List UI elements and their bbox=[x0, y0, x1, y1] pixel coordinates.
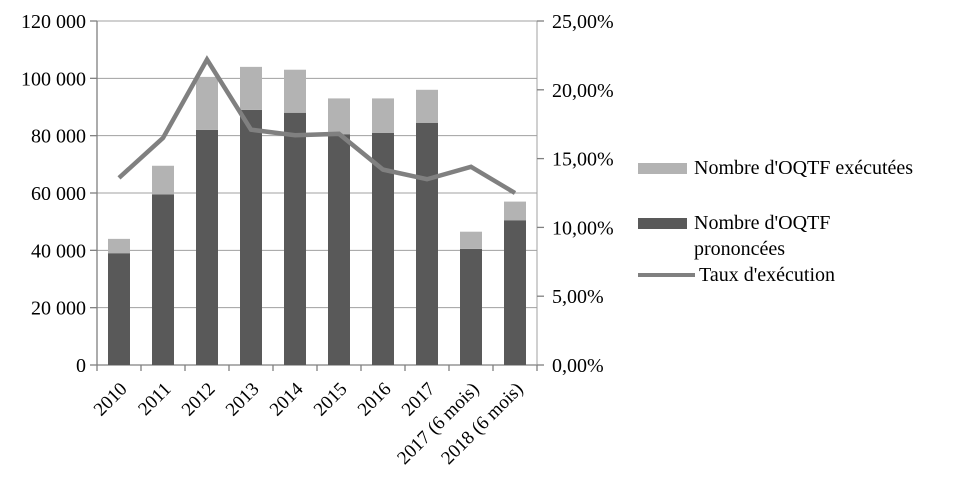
left-axis-tick-label: 80 000 bbox=[31, 126, 86, 148]
bar-oqtf-executees bbox=[416, 89, 438, 123]
bar-oqtf-executees bbox=[284, 69, 306, 113]
bar-oqtf-executees bbox=[152, 165, 174, 195]
bar-oqtf-executees bbox=[196, 76, 218, 130]
right-axis-tick-label: 5,00% bbox=[552, 286, 604, 308]
x-axis-category-label: 2012 bbox=[178, 379, 220, 421]
left-axis-tick-label: 60 000 bbox=[31, 183, 86, 205]
left-axis-tick-label: 120 000 bbox=[21, 11, 86, 33]
legend-label-prononcees: Nombre d'OQTF prononcées bbox=[694, 212, 831, 260]
left-axis-tick-label: 0 bbox=[76, 355, 86, 377]
legend-item-taux-execution: Taux d'exécution bbox=[638, 262, 835, 288]
x-axis-category-label: 2015 bbox=[310, 379, 352, 421]
x-axis-category-label: 2016 bbox=[354, 379, 396, 421]
bar-oqtf-executees bbox=[108, 238, 130, 254]
bar-oqtf-executees bbox=[504, 201, 526, 221]
left-axis-tick-label: 20 000 bbox=[31, 298, 86, 320]
right-axis-tick-label: 15,00% bbox=[552, 149, 614, 171]
right-axis-tick-label: 10,00% bbox=[552, 217, 614, 239]
legend-swatch-prononcees bbox=[638, 218, 687, 229]
bar-oqtf-prononcees bbox=[108, 253, 130, 365]
left-axis-tick-label: 100 000 bbox=[21, 68, 86, 90]
bar-oqtf-prononcees bbox=[460, 248, 482, 365]
legend-item-oqtf-executees: Nombre d'OQTF exécutées bbox=[638, 155, 913, 181]
bar-oqtf-prononcees bbox=[196, 129, 218, 365]
right-axis-tick-label: 0,00% bbox=[552, 355, 604, 377]
legend-swatch-taux-line bbox=[638, 273, 695, 277]
legend-label-executees: Nombre d'OQTF exécutées bbox=[694, 157, 914, 179]
x-axis-category-label: 2014 bbox=[266, 378, 308, 420]
legend-label-taux: Taux d'exécution bbox=[699, 264, 836, 286]
right-axis-tick-label: 20,00% bbox=[552, 80, 614, 102]
bar-oqtf-executees bbox=[372, 98, 394, 133]
bar-oqtf-prononcees bbox=[240, 109, 262, 365]
bar-oqtf-prononcees bbox=[284, 112, 306, 365]
bar-oqtf-prononcees bbox=[152, 194, 174, 365]
bar-oqtf-executees bbox=[328, 98, 350, 135]
x-axis-category-label: 2010 bbox=[90, 379, 132, 421]
bar-oqtf-prononcees bbox=[328, 134, 350, 365]
bar-oqtf-executees bbox=[240, 66, 262, 110]
left-axis-tick-label: 40 000 bbox=[31, 240, 86, 262]
bar-oqtf-prononcees bbox=[372, 132, 394, 365]
bar-oqtf-executees bbox=[460, 231, 482, 249]
right-axis-tick-label: 25,00% bbox=[552, 11, 614, 33]
legend-item-oqtf-prononcees: Nombre d'OQTF prononcées bbox=[638, 210, 879, 262]
bar-oqtf-prononcees bbox=[504, 220, 526, 365]
legend-swatch-executees bbox=[638, 163, 687, 174]
x-axis-category-label: 2011 bbox=[134, 379, 175, 420]
bar-oqtf-prononcees bbox=[416, 122, 438, 366]
execution-rate-line bbox=[117, 55, 517, 195]
x-axis-category-label: 2013 bbox=[222, 379, 264, 421]
